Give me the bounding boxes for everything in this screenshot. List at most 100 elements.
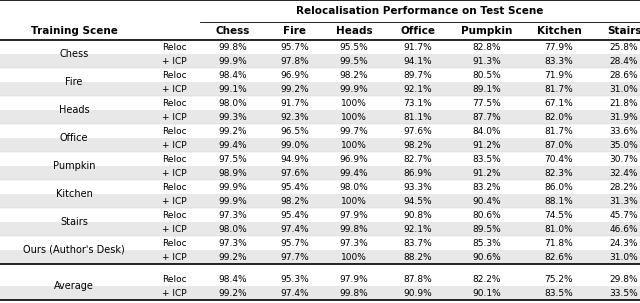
Text: 98.2%: 98.2% [280, 197, 309, 205]
Text: 83.3%: 83.3% [545, 56, 573, 65]
Text: 99.2%: 99.2% [219, 126, 247, 135]
Text: Reloc: Reloc [162, 155, 186, 164]
Text: Relocalisation Performance on Test Scene: Relocalisation Performance on Test Scene [296, 6, 544, 16]
Text: 98.2%: 98.2% [340, 71, 368, 79]
Text: 100%: 100% [341, 141, 367, 149]
Text: 99.8%: 99.8% [219, 42, 248, 52]
Text: 88.2%: 88.2% [404, 252, 432, 261]
Text: 90.6%: 90.6% [472, 252, 501, 261]
Text: 33.5%: 33.5% [610, 288, 638, 298]
Text: 95.4%: 95.4% [280, 182, 309, 191]
Text: 97.5%: 97.5% [219, 155, 248, 164]
Text: 83.7%: 83.7% [404, 238, 433, 248]
Text: 97.7%: 97.7% [280, 252, 309, 261]
Text: 97.9%: 97.9% [340, 275, 369, 284]
Text: 90.9%: 90.9% [404, 288, 433, 298]
Text: 97.6%: 97.6% [280, 168, 309, 178]
Text: Ours (Author's Desk): Ours (Author's Desk) [23, 245, 125, 255]
Text: 93.3%: 93.3% [404, 182, 433, 191]
Text: 99.4%: 99.4% [219, 141, 247, 149]
Text: 67.1%: 67.1% [545, 98, 573, 108]
Text: 100%: 100% [341, 98, 367, 108]
Text: 98.4%: 98.4% [219, 275, 247, 284]
Text: Kitchen: Kitchen [536, 26, 581, 36]
Text: 81.0%: 81.0% [545, 225, 573, 234]
Text: 99.2%: 99.2% [219, 288, 247, 298]
Text: Stairs: Stairs [60, 217, 88, 227]
Text: 81.1%: 81.1% [404, 112, 433, 122]
Text: Heads: Heads [336, 26, 372, 36]
Text: 77.5%: 77.5% [472, 98, 501, 108]
Text: 97.3%: 97.3% [219, 238, 248, 248]
Text: 97.4%: 97.4% [280, 288, 309, 298]
Text: Office: Office [401, 26, 435, 36]
Text: 31.3%: 31.3% [610, 197, 638, 205]
Text: 95.3%: 95.3% [280, 275, 309, 284]
Text: Chess: Chess [60, 49, 88, 59]
Text: 99.5%: 99.5% [340, 56, 369, 65]
Text: 95.7%: 95.7% [280, 42, 309, 52]
Text: 97.8%: 97.8% [280, 56, 309, 65]
Text: 92.1%: 92.1% [404, 85, 432, 94]
Text: 100%: 100% [341, 112, 367, 122]
Text: 82.8%: 82.8% [473, 42, 501, 52]
Text: 94.5%: 94.5% [404, 197, 432, 205]
Text: 90.8%: 90.8% [404, 211, 433, 219]
Text: Chess: Chess [216, 26, 250, 36]
Text: 89.1%: 89.1% [472, 85, 501, 94]
Text: 75.2%: 75.2% [545, 275, 573, 284]
Text: 28.6%: 28.6% [610, 71, 638, 79]
Text: Reloc: Reloc [162, 126, 186, 135]
Text: Reloc: Reloc [162, 211, 186, 219]
Text: 90.1%: 90.1% [472, 288, 501, 298]
Text: 86.0%: 86.0% [545, 182, 573, 191]
Text: 71.9%: 71.9% [545, 71, 573, 79]
Text: 89.5%: 89.5% [472, 225, 501, 234]
Text: Office: Office [60, 133, 88, 143]
Text: 73.1%: 73.1% [404, 98, 433, 108]
Text: 97.3%: 97.3% [219, 211, 248, 219]
Text: 70.4%: 70.4% [545, 155, 573, 164]
Text: 99.4%: 99.4% [340, 168, 368, 178]
Text: 91.7%: 91.7% [280, 98, 309, 108]
Text: + ICP: + ICP [162, 168, 186, 178]
Text: 31.0%: 31.0% [610, 252, 638, 261]
Text: 31.9%: 31.9% [610, 112, 638, 122]
Text: 81.7%: 81.7% [545, 126, 573, 135]
Text: Kitchen: Kitchen [56, 189, 92, 199]
Text: + ICP: + ICP [162, 252, 186, 261]
Text: 28.2%: 28.2% [610, 182, 638, 191]
Text: 24.3%: 24.3% [610, 238, 638, 248]
Text: 95.5%: 95.5% [340, 42, 369, 52]
Text: 99.8%: 99.8% [340, 225, 369, 234]
Text: 25.8%: 25.8% [610, 42, 638, 52]
Text: + ICP: + ICP [162, 288, 186, 298]
Text: 98.4%: 98.4% [219, 71, 247, 79]
Text: 80.5%: 80.5% [472, 71, 501, 79]
Text: 87.0%: 87.0% [545, 141, 573, 149]
Bar [0, 250, 640, 264]
Text: 94.1%: 94.1% [404, 56, 432, 65]
Text: 21.8%: 21.8% [610, 98, 638, 108]
Text: 90.4%: 90.4% [473, 197, 501, 205]
Bar [0, 286, 640, 300]
Text: 86.9%: 86.9% [404, 168, 433, 178]
Text: 99.9%: 99.9% [219, 197, 248, 205]
Text: 96.9%: 96.9% [280, 71, 309, 79]
Text: 83.5%: 83.5% [472, 155, 501, 164]
Text: 96.9%: 96.9% [340, 155, 369, 164]
Text: 87.7%: 87.7% [472, 112, 501, 122]
Text: 99.9%: 99.9% [219, 56, 248, 65]
Text: 96.5%: 96.5% [280, 126, 309, 135]
Text: 32.4%: 32.4% [610, 168, 638, 178]
Text: + ICP: + ICP [162, 141, 186, 149]
Text: 91.7%: 91.7% [404, 42, 433, 52]
Text: + ICP: + ICP [162, 197, 186, 205]
Text: 98.9%: 98.9% [219, 168, 248, 178]
Text: 97.6%: 97.6% [404, 126, 433, 135]
Text: 99.9%: 99.9% [340, 85, 369, 94]
Text: 74.5%: 74.5% [545, 211, 573, 219]
Text: 92.1%: 92.1% [404, 225, 432, 234]
Text: + ICP: + ICP [162, 112, 186, 122]
Text: 98.2%: 98.2% [404, 141, 432, 149]
